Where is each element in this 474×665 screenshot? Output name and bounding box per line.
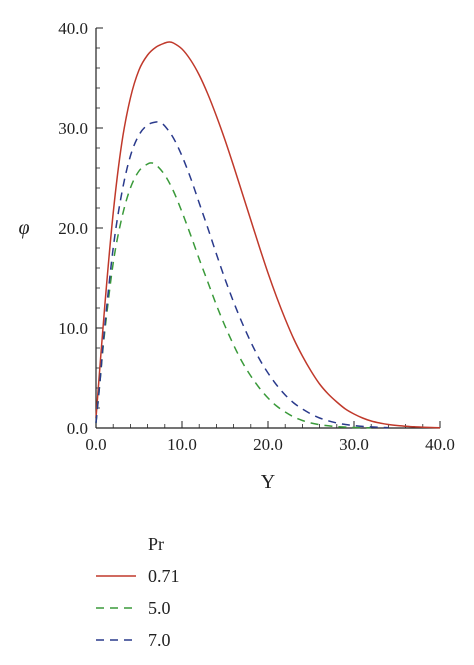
series-lines [95, 41, 441, 429]
x-tick-label: 30.0 [339, 435, 369, 454]
series-line-1 [95, 162, 372, 429]
x-tick-label: 0.0 [85, 435, 106, 454]
y-tick-label: 40.0 [58, 19, 88, 38]
legend-items: 0.71 5.0 7.0 [96, 566, 180, 650]
legend-label-2: 7.0 [148, 630, 171, 650]
x-tick-label: 40.0 [425, 435, 455, 454]
y-tick-label: 10.0 [58, 319, 88, 338]
x-ticks: 0.0 10.0 20.0 30.0 40.0 [85, 421, 455, 454]
series-line-2 [95, 121, 389, 429]
y-tick-label: 30.0 [58, 119, 88, 138]
legend-label-1: 5.0 [148, 598, 171, 618]
x-axis-label: Y [261, 471, 275, 493]
y-axis-label: φ [18, 217, 29, 239]
x-tick-label: 10.0 [167, 435, 197, 454]
y-tick-label: 0.0 [67, 419, 88, 438]
legend-label-0: 0.71 [148, 566, 180, 586]
series-line-0 [95, 41, 441, 429]
legend: Pr 0.71 5.0 7.0 [96, 534, 180, 650]
plot-area: 0.0 10.0 20.0 30.0 40.0 0.0 10.0 20.0 30.0 40.0 [58, 19, 455, 454]
y-ticks: 0.0 10.0 20.0 30.0 40.0 [58, 19, 103, 438]
y-tick-label: 20.0 [58, 219, 88, 238]
legend-title: Pr [148, 534, 164, 554]
x-tick-label: 20.0 [253, 435, 283, 454]
